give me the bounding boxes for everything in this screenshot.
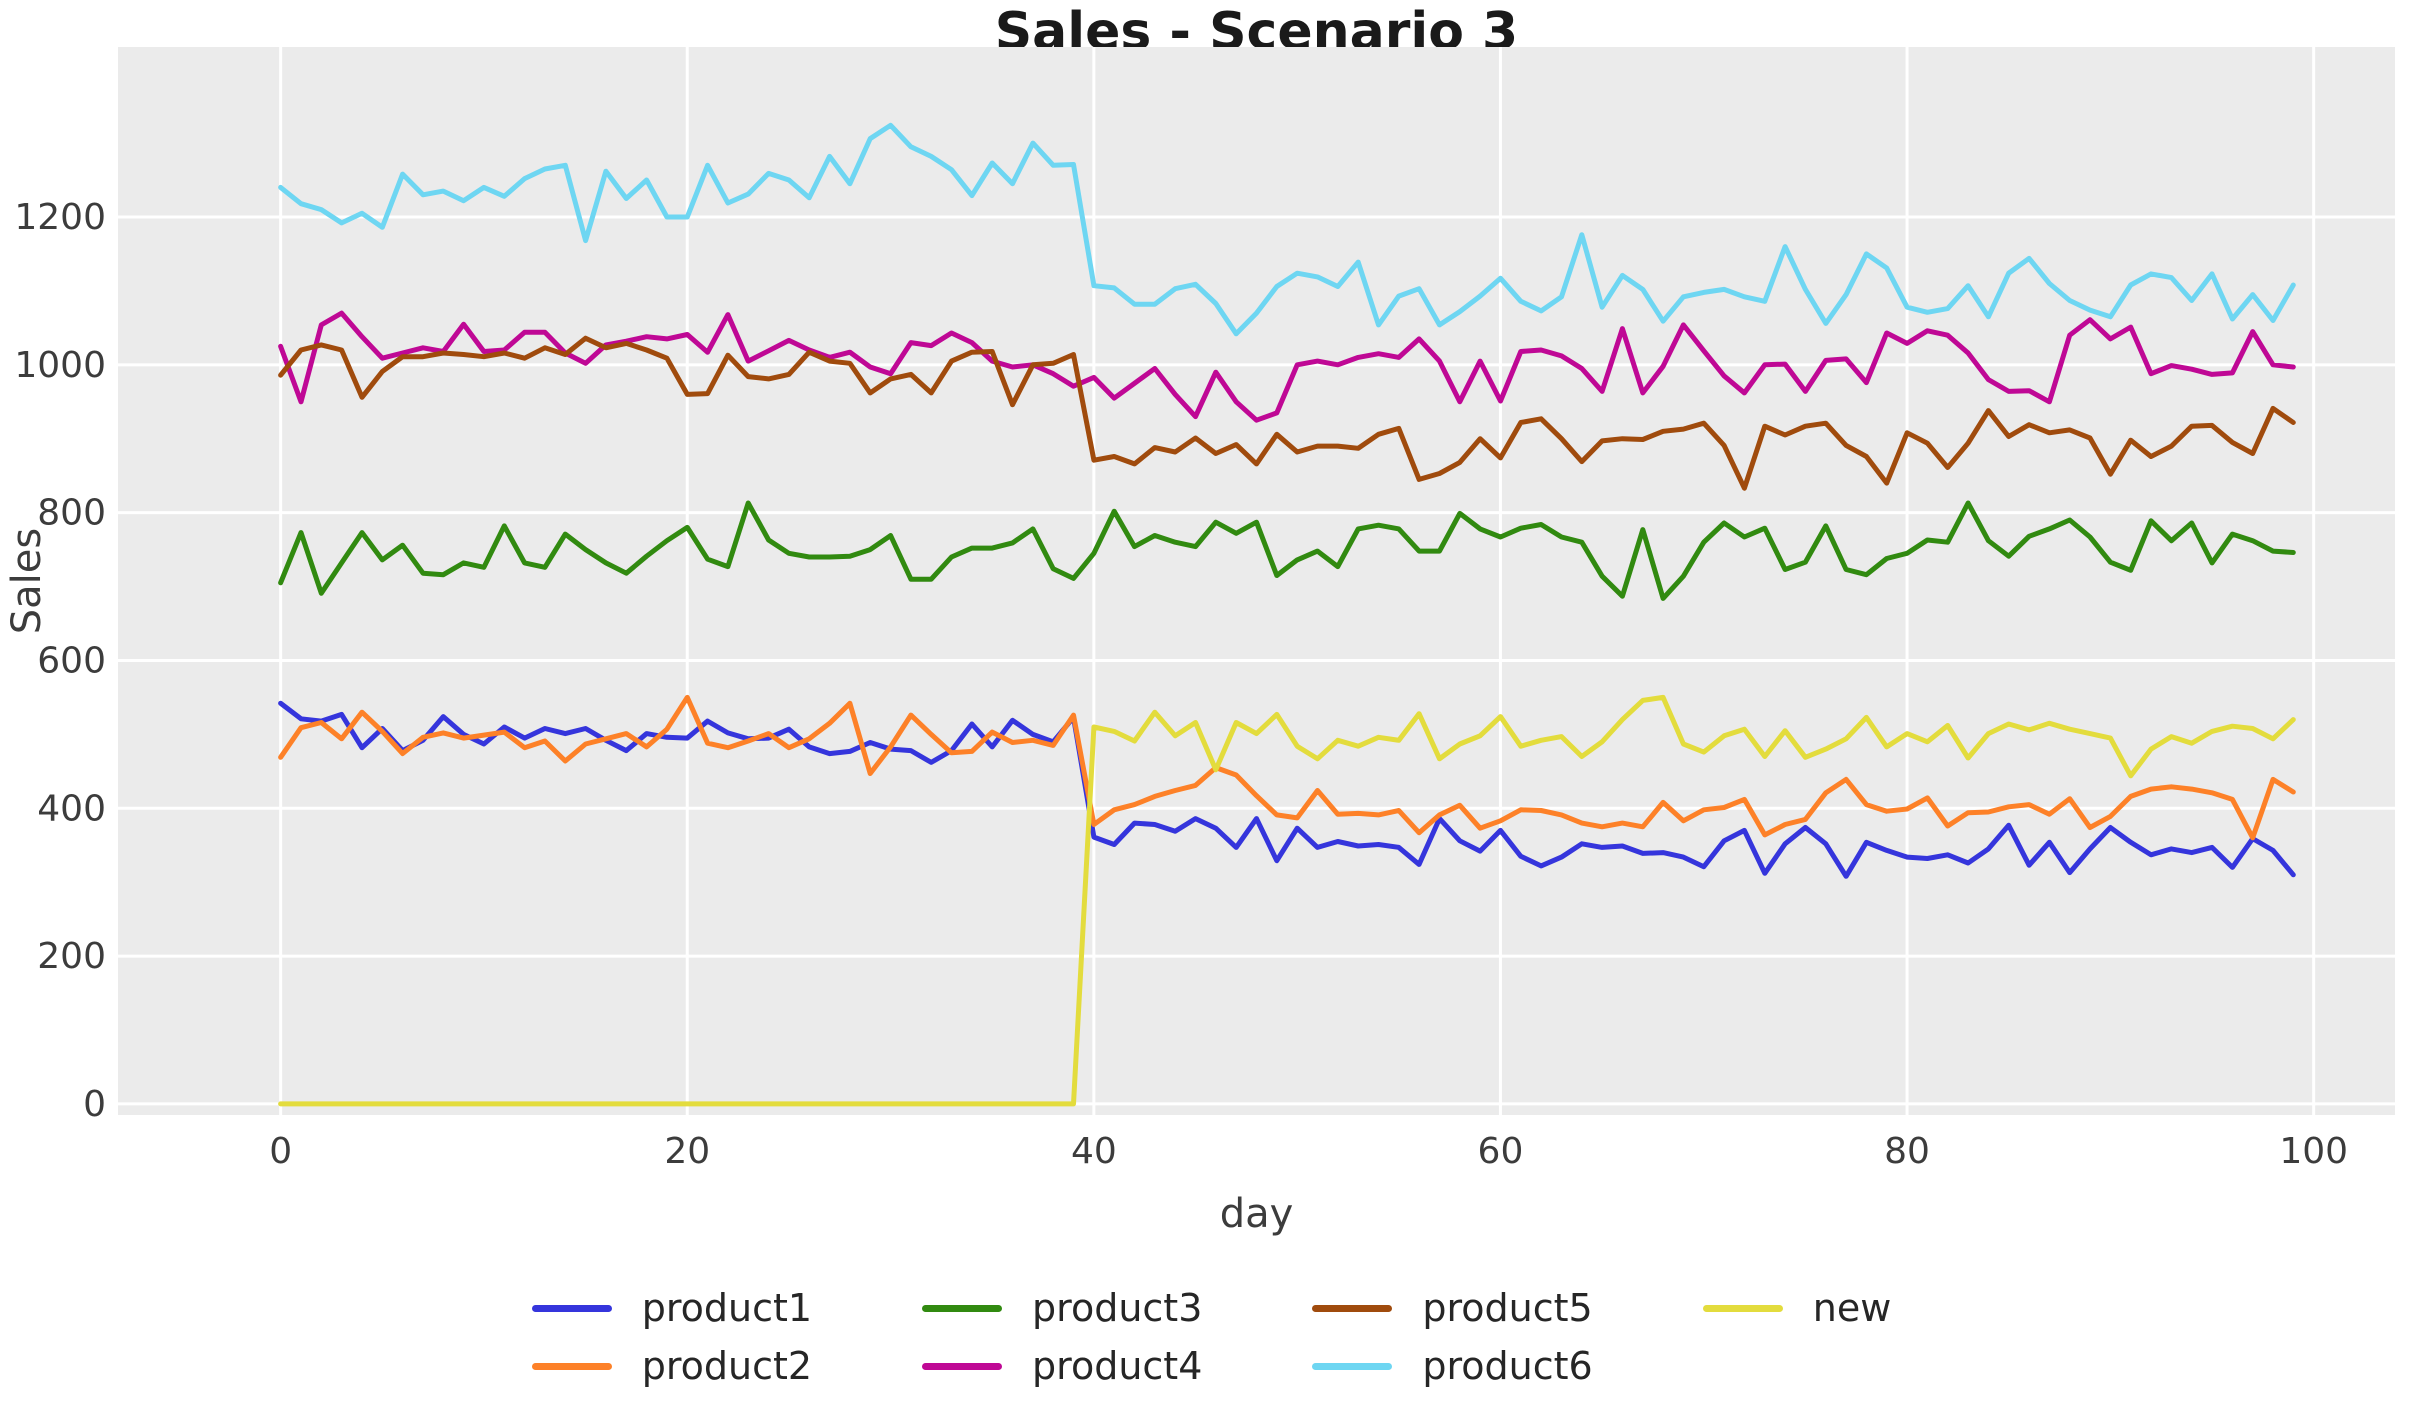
legend-swatch-product4 xyxy=(922,1362,1003,1370)
legend-swatch-product6 xyxy=(1312,1362,1393,1370)
series-line-new xyxy=(278,694,2296,1107)
y-axis-label: Sales xyxy=(4,528,50,634)
legend-label-product4: product4 xyxy=(1032,1344,1203,1388)
legend-label-product2: product2 xyxy=(641,1344,813,1388)
legend-label-product1: product1 xyxy=(641,1286,813,1330)
legend-item-product1: product1 xyxy=(531,1286,813,1330)
legend-label-product5: product5 xyxy=(1422,1286,1593,1330)
legend-swatch-product5 xyxy=(1312,1304,1393,1312)
x-axis-label: day xyxy=(1220,1191,1294,1237)
series-line-product6 xyxy=(278,122,2296,337)
legend-item-product6: product6 xyxy=(1312,1344,1593,1388)
plot-area xyxy=(118,47,2395,1115)
x-tick-40: 40 xyxy=(1071,1131,1117,1172)
legend-grid: product1 product2 product3 product4 product5… xyxy=(531,1284,1892,1390)
legend-item-product3: product3 xyxy=(922,1289,1202,1327)
series-line-product5 xyxy=(278,335,2296,491)
series-line-product3 xyxy=(278,500,2296,601)
legend-swatch-new xyxy=(1702,1304,1783,1312)
y-tick-0: 0 xyxy=(83,1084,106,1125)
series-line-product1 xyxy=(278,700,2296,879)
x-tick-0: 0 xyxy=(269,1131,292,1172)
y-tick-1000: 1000 xyxy=(14,345,106,386)
y-tick-200: 200 xyxy=(37,936,106,977)
legend-item-product5: product5 xyxy=(1312,1286,1593,1330)
x-tick-80: 80 xyxy=(1884,1131,1930,1172)
legend-swatch-product2 xyxy=(531,1362,612,1370)
legend-item-product4: product4 xyxy=(922,1347,1202,1385)
legend-swatch-product1 xyxy=(531,1304,612,1312)
y-tick-600: 600 xyxy=(37,640,106,681)
legend-label-new: new xyxy=(1812,1286,1892,1330)
legend-item-new: new xyxy=(1702,1286,1892,1330)
y-tick-400: 400 xyxy=(37,788,106,829)
legend-label-product3: product3 xyxy=(1032,1286,1203,1330)
y-tick-1200: 1200 xyxy=(14,197,106,238)
legend-item-product2: product2 xyxy=(531,1344,813,1388)
legend-swatch-product3 xyxy=(922,1304,1003,1312)
series-line-product2 xyxy=(278,694,2296,841)
x-tick-20: 20 xyxy=(664,1131,710,1172)
y-tick-800: 800 xyxy=(37,493,106,534)
x-tick-60: 60 xyxy=(1478,1131,1524,1172)
legend: product1 product2 product3 product4 product5… xyxy=(0,1284,2423,1390)
legend-label-product6: product6 xyxy=(1422,1344,1593,1388)
x-tick-100: 100 xyxy=(2279,1131,2348,1172)
